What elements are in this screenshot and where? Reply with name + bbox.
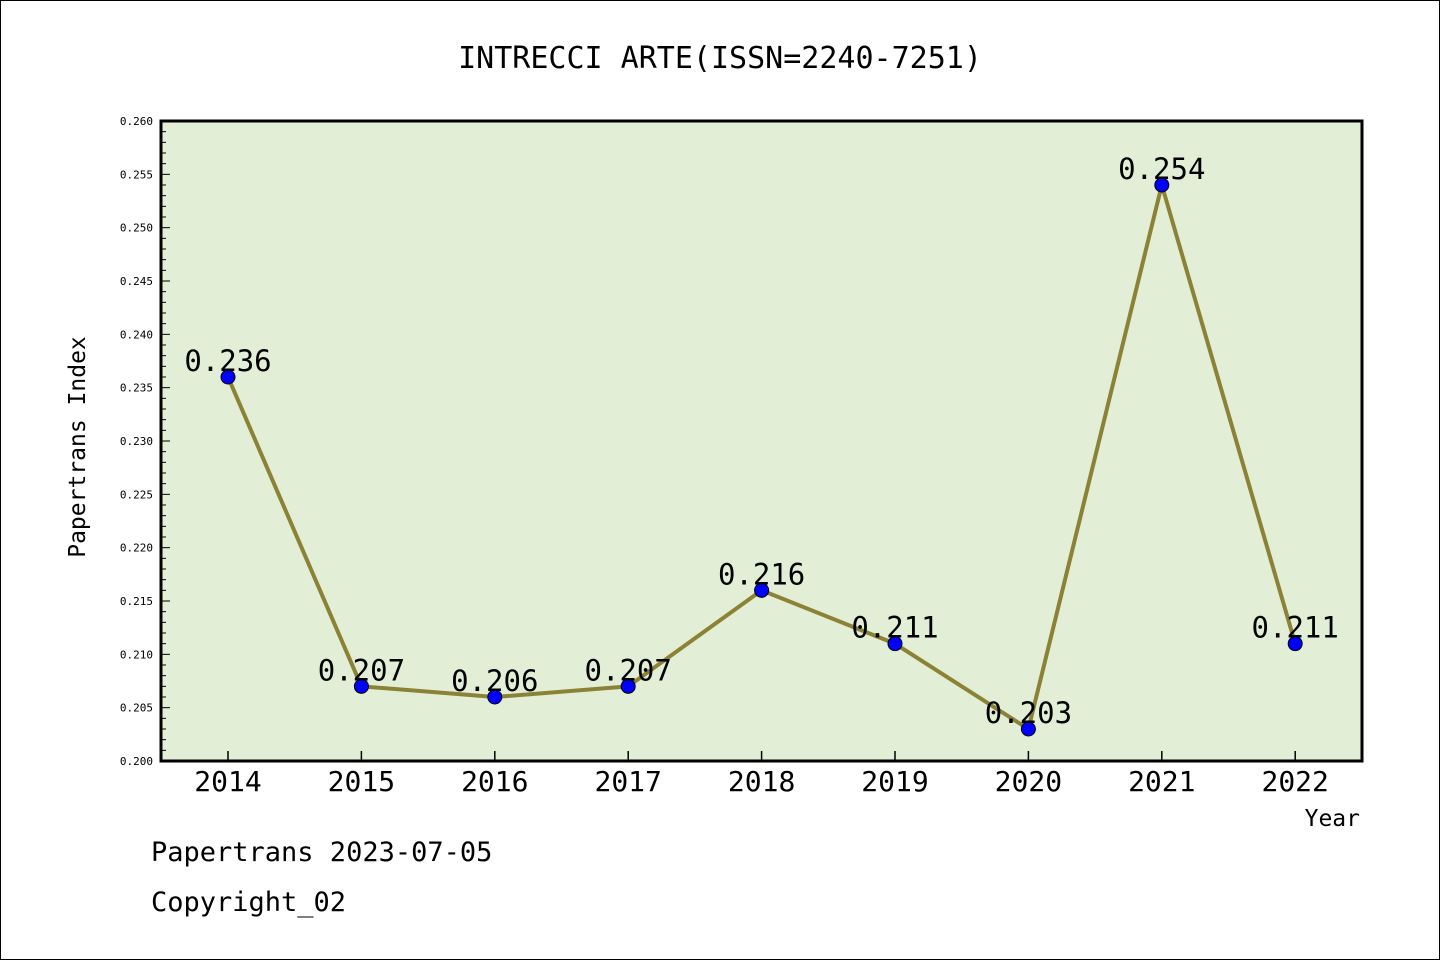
plot-border — [159, 119, 1364, 763]
data-series: 0.236 0.207 0.206 0.207 0.216 0.211 0.203 0.254… — [184, 152, 1339, 737]
y-tick-label: 0.240 — [120, 328, 153, 341]
data-label: 0.203 — [985, 696, 1072, 730]
data-label: 0.254 — [1118, 152, 1205, 186]
x-axis-ticks: 2014 2015 2016 2017 2018 2019 2020 2021 2022 — [194, 751, 1329, 798]
x-tick-label: 2019 — [861, 765, 928, 798]
data-point — [754, 582, 770, 598]
y-axis-ticks: 0.200 0.205 0.210 0.215 0.220 0.225 0.230 0.235… — [120, 115, 170, 768]
footer-date: Papertrans 2023-07-05 — [151, 837, 493, 868]
y-tick-label: 0.210 — [120, 648, 153, 661]
y-tick-label: 0.245 — [120, 275, 153, 288]
x-tick-label: 2014 — [194, 765, 261, 798]
data-label: 0.207 — [585, 653, 672, 687]
y-tick-label: 0.220 — [120, 542, 153, 555]
data-point — [1287, 636, 1303, 652]
data-point — [1020, 721, 1036, 737]
data-label: 0.211 — [851, 611, 938, 645]
x-axis-label: Year — [1305, 806, 1360, 832]
y-tick-label: 0.250 — [120, 222, 153, 235]
y-tick-label: 0.230 — [120, 435, 153, 448]
data-label: 0.236 — [184, 344, 271, 378]
y-tick-label: 0.225 — [120, 488, 153, 501]
data-point — [487, 689, 503, 705]
x-tick-label: 2018 — [728, 765, 795, 798]
y-tick-label: 0.205 — [120, 702, 153, 715]
data-point — [887, 636, 903, 652]
data-point — [220, 369, 236, 385]
x-tick-label: 2022 — [1261, 765, 1328, 798]
y-axis-label: Papertrans Index — [65, 336, 91, 558]
x-tick-label: 2015 — [328, 765, 395, 798]
x-tick-label: 2020 — [995, 765, 1062, 798]
y-tick-label: 0.260 — [120, 115, 153, 128]
y-tick-label: 0.200 — [120, 755, 153, 768]
y-tick-label: 0.255 — [120, 168, 153, 181]
data-label: 0.216 — [718, 557, 805, 591]
y-tick-label: 0.235 — [120, 382, 153, 395]
x-tick-label: 2021 — [1128, 765, 1195, 798]
x-tick-label: 2016 — [461, 765, 528, 798]
data-label: 0.207 — [318, 653, 405, 687]
data-point — [1154, 177, 1170, 193]
y-tick-label: 0.215 — [120, 595, 153, 608]
chart-title: INTRECCI ARTE(ISSN=2240-7251) — [458, 41, 982, 76]
footer-copyright: Copyright_02 — [151, 887, 347, 918]
plot-area — [161, 121, 1362, 761]
data-point — [353, 678, 369, 694]
data-point — [620, 678, 636, 694]
data-label: 0.206 — [451, 664, 538, 698]
x-tick-label: 2017 — [594, 765, 661, 798]
data-label: 0.211 — [1252, 611, 1339, 645]
